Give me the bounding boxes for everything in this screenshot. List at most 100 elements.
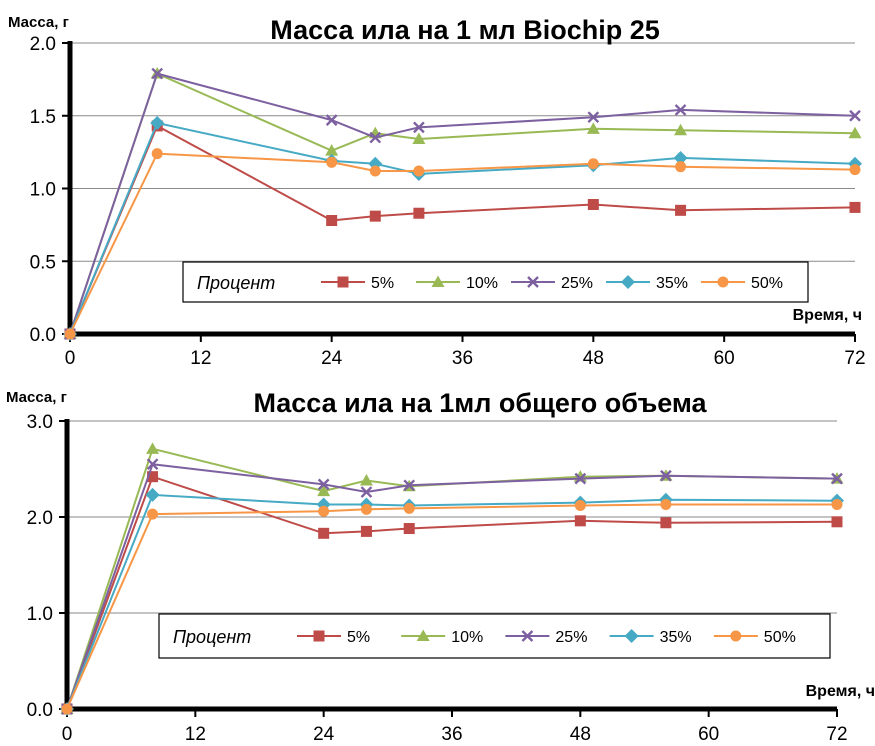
- x-tick-label: 24: [321, 348, 343, 369]
- series-line: [69, 72, 856, 335]
- data-point: [586, 122, 600, 134]
- data-point: [318, 527, 330, 539]
- data-point: [848, 126, 862, 139]
- legend-label: 5%: [347, 629, 370, 646]
- chart-title: Масса ила на 1 мл Biochip 25: [270, 15, 659, 45]
- legend-marker: [527, 276, 539, 288]
- x-tick-label: 12: [185, 724, 206, 745]
- legend-title: Процент: [173, 627, 251, 647]
- y-tick-label: 0.5: [30, 252, 56, 273]
- data-point: [64, 328, 76, 340]
- data-point: [360, 503, 372, 515]
- series-line: [69, 121, 856, 335]
- data-point: [660, 499, 672, 511]
- data-point: [674, 123, 688, 136]
- legend-marker: [621, 275, 635, 289]
- y-tick-label: 1.0: [27, 604, 53, 625]
- data-point: [151, 67, 164, 80]
- data-point: [587, 199, 599, 211]
- series-line: [66, 447, 838, 710]
- y-tick-label: 1.0: [30, 180, 56, 201]
- chart-2: 0.0 1.0 2.0 3.0 0 12 24 36 48 60 72 Масса ила на 1м…: [6, 388, 875, 745]
- x-axis-label: Время, ч: [806, 683, 875, 700]
- data-point: [325, 144, 339, 156]
- y-tick-label: 1.5: [30, 107, 56, 128]
- y-tick-label: 0.0: [27, 700, 53, 721]
- series-5pct: [61, 471, 843, 715]
- data-point: [317, 484, 331, 497]
- data-point: [674, 104, 687, 116]
- data-point: [412, 132, 426, 145]
- legend-label: 50%: [751, 275, 783, 292]
- data-point: [326, 215, 338, 227]
- data-point: [831, 516, 843, 528]
- legend: Процент 5% 10% 25% 35% 50%: [182, 261, 809, 303]
- y-tick-label: 2.0: [30, 34, 56, 55]
- data-point: [326, 156, 338, 168]
- legend-label: 35%: [656, 275, 688, 292]
- data-point: [147, 508, 159, 520]
- series-25pct: [61, 458, 843, 715]
- data-point: [403, 479, 416, 492]
- legend-marker: [624, 629, 639, 643]
- data-point: [587, 158, 599, 170]
- data-point: [660, 469, 672, 482]
- data-point: [574, 499, 586, 511]
- legend-marker: [313, 630, 325, 642]
- chart-title: Масса ила на 1мл общего объема: [253, 388, 707, 418]
- data-point: [150, 116, 165, 131]
- x-tick-label: 0: [62, 724, 73, 745]
- legend-label: 35%: [660, 629, 692, 646]
- data-point: [831, 499, 843, 511]
- data-point: [587, 111, 600, 124]
- series-line: [69, 124, 856, 335]
- data-point: [675, 204, 687, 216]
- x-tick-label: 48: [583, 348, 604, 369]
- data-point: [673, 150, 688, 165]
- series-line: [69, 72, 856, 335]
- x-tick-label: 72: [826, 724, 847, 745]
- series-50pct: [64, 148, 861, 340]
- series-line: [69, 152, 856, 335]
- data-point: [849, 109, 861, 122]
- series-35pct: [63, 116, 862, 341]
- legend-marker: [416, 629, 430, 641]
- chart-1: 0.0 0.5 1.0 1.5 2.0 0 12 24 36 48 60 72 Масса ила на…: [8, 14, 866, 369]
- x-tick-label: 0: [65, 348, 76, 369]
- legend-marker: [730, 630, 742, 642]
- data-point: [403, 523, 415, 535]
- y-tick-label: 2.0: [27, 508, 53, 529]
- legend-title: Процент: [197, 273, 275, 293]
- series-5pct: [64, 120, 861, 340]
- data-point: [403, 502, 415, 514]
- data-point: [675, 161, 687, 173]
- x-tick-label: 60: [714, 348, 735, 369]
- legend-label: 10%: [451, 629, 483, 646]
- data-point: [413, 121, 425, 134]
- series-line: [66, 463, 838, 710]
- x-tick-label: 72: [844, 348, 865, 369]
- x-tick-label: 48: [570, 724, 591, 745]
- data-point: [849, 201, 861, 213]
- legend: Процент 5% 10% 25% 35% 50%: [158, 613, 831, 659]
- data-point: [574, 515, 586, 527]
- legend-label: 5%: [371, 275, 394, 292]
- data-point: [574, 472, 587, 485]
- legend-marker: [431, 275, 445, 287]
- data-point: [359, 474, 373, 486]
- legend-label: 10%: [466, 275, 498, 292]
- data-point: [369, 131, 382, 144]
- data-point: [61, 703, 73, 715]
- x-tick-label: 36: [452, 348, 473, 369]
- x-tick-label: 36: [441, 724, 462, 745]
- data-point: [318, 505, 330, 517]
- legend-marker: [337, 276, 349, 288]
- x-axis-label: Время, ч: [793, 307, 862, 324]
- data-point: [146, 442, 160, 454]
- series-50pct: [61, 499, 843, 715]
- x-tick-label: 12: [190, 348, 211, 369]
- y-tick-label: 0.0: [30, 325, 56, 346]
- data-point: [325, 114, 338, 126]
- series-line: [66, 503, 837, 710]
